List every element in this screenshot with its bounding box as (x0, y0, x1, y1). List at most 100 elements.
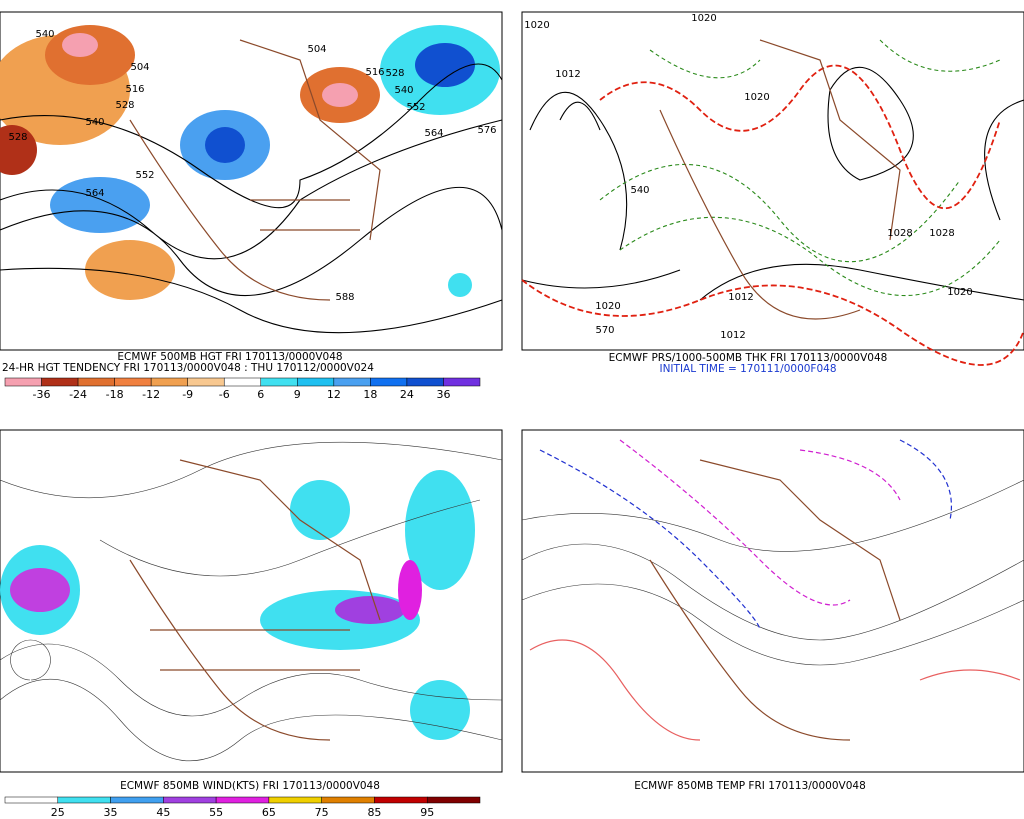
colorbar-label: 85 (367, 806, 381, 819)
shade (335, 596, 405, 624)
contour-label: 1020 (595, 301, 620, 312)
colorbar-label: 12 (327, 388, 341, 401)
shade (405, 470, 475, 590)
colorbar-cell (114, 377, 152, 387)
coastline (659, 39, 901, 320)
panel-title: ECMWF 850MB WIND(KTS) FRI 170113/0000V04… (120, 780, 380, 792)
panel-title: ECMWF 500MB HGT FRI 170113/0000V048 (117, 351, 342, 363)
colorbar-label: -6 (219, 388, 230, 401)
shade (260, 590, 420, 650)
contour-label: 516 (125, 84, 144, 95)
colorbar: -36 -24 -18 -12 -9 -6 6 9 12 18 24 36 (4, 377, 481, 401)
panel-wind: ECMWF 850MB WIND(KTS) FRI 170113/0000V04… (0, 429, 503, 819)
coastline (649, 459, 901, 741)
colorbar-cell (41, 377, 79, 387)
colorbar-cell (426, 796, 481, 804)
colorbar-label: 24 (400, 388, 414, 401)
panel-title: ECMWF PRS/1000-500MB THK FRI 170113/0000… (609, 352, 888, 364)
shade (398, 560, 422, 620)
shade (448, 273, 472, 297)
colorbar-label: 6 (257, 388, 264, 401)
shade (0, 125, 37, 175)
shade (62, 33, 98, 57)
initial-time: INITIAL TIME = 170111/0000F048 (659, 363, 836, 375)
colorbar-cell (4, 796, 59, 804)
colorbar-cell (268, 796, 322, 804)
contour-label: 588 (335, 292, 354, 303)
colorbar-label: -12 (142, 388, 160, 401)
contour-label: 540 (35, 29, 54, 40)
colorbar-cell (374, 796, 428, 804)
thickness (599, 39, 1001, 297)
isotherm-freezing (619, 439, 901, 606)
colorbar-cell (77, 377, 115, 387)
contour-label: 1028 (929, 228, 954, 239)
contour-label: 1012 (728, 292, 753, 303)
colorbar-label: 65 (262, 806, 276, 819)
contour-label: 540 (630, 185, 649, 196)
streamline (0, 441, 503, 762)
contour-label: 540 (85, 117, 104, 128)
colorbar-cell (406, 377, 444, 387)
contour-label: 552 (135, 170, 154, 181)
contour-label: 528 (385, 68, 404, 79)
colorbar-cell (333, 377, 371, 387)
contour-label: 564 (424, 128, 443, 139)
contour-label: 552 (406, 102, 425, 113)
shade (322, 83, 358, 107)
contour-label: 576 (477, 125, 496, 136)
colorbar-label: 95 (420, 806, 434, 819)
coastline (129, 459, 381, 741)
coastline (129, 39, 381, 301)
map-frame (521, 11, 1024, 351)
contour-label: 528 (8, 132, 27, 143)
colorbar-label: -24 (69, 388, 87, 401)
panel-500mb: ECMWF 500MB HGT FRI 170113/0000V048 24-H… (0, 11, 503, 401)
colorbar-label: 45 (156, 806, 170, 819)
contour-label: 564 (85, 188, 104, 199)
colorbar: 25 35 45 55 65 75 85 95 (4, 796, 481, 819)
shade (205, 127, 245, 163)
colorbar-label: 25 (51, 806, 65, 819)
panel-title: ECMWF 850MB TEMP FRI 170113/0000V048 (634, 780, 866, 792)
shade (290, 480, 350, 540)
shade (85, 240, 175, 300)
colorbar-cell (150, 377, 188, 387)
colorbar-cell (260, 377, 298, 387)
colorbar-cell (443, 377, 481, 387)
colorbar-cell (163, 796, 217, 804)
panel-pressure: ECMWF PRS/1000-500MB THK FRI 170113/0000… (521, 11, 1024, 375)
colorbar-label: 55 (209, 806, 223, 819)
colorbar-cell (297, 377, 335, 387)
contour-label: 1020 (691, 13, 716, 24)
colorbar-cell (110, 796, 164, 804)
thickness-540 (521, 64, 1024, 366)
contour-label: 528 (115, 100, 134, 111)
colorbar-cell (370, 377, 408, 387)
panel-subtitle: 24-HR HGT TENDENCY FRI 170113/0000V048 :… (2, 362, 374, 374)
isotherm (521, 479, 1024, 666)
shade (50, 177, 150, 233)
contour-label: 504 (130, 62, 149, 73)
shade (410, 680, 470, 740)
contour (521, 66, 1024, 301)
contour-label: 1012 (720, 330, 745, 341)
colorbar-cell (223, 377, 262, 387)
colorbar-cell (57, 796, 111, 804)
colorbar-cell (215, 796, 270, 804)
contour-label: 1020 (524, 20, 549, 31)
colorbar-label: -18 (106, 388, 124, 401)
colorbar-cell (4, 377, 42, 387)
colorbar-label: 18 (363, 388, 377, 401)
colorbar-label: 35 (104, 806, 118, 819)
isotherm-cold (539, 439, 952, 631)
shade (415, 43, 475, 87)
isotherm-warm (529, 639, 1021, 741)
contour (0, 63, 503, 334)
contour-label: 570 (595, 325, 614, 336)
contour-label: 540 (394, 85, 413, 96)
contour-label: 1012 (555, 69, 580, 80)
colorbar-label: 36 (436, 388, 450, 401)
contour-label: 1020 (947, 287, 972, 298)
